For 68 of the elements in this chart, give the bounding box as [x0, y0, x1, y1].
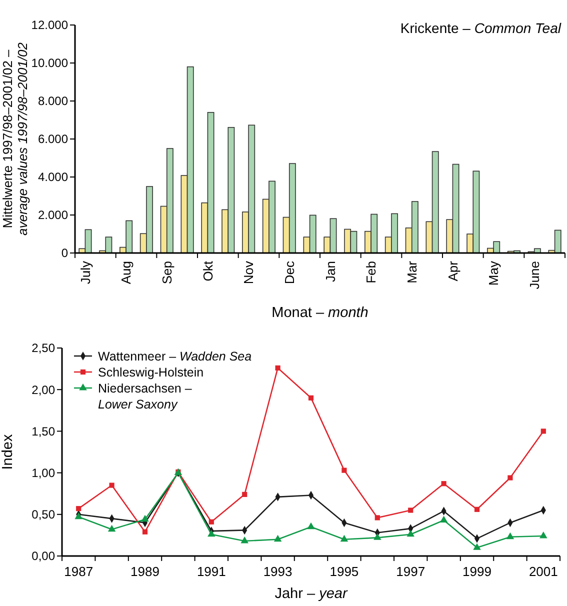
point — [506, 532, 514, 540]
x-tick-label: Nov — [241, 260, 256, 284]
x-tick-label: 1993 — [263, 564, 292, 579]
x-tick-label: Sep — [159, 261, 174, 284]
point — [275, 365, 280, 371]
x-tick-label: Feb — [364, 261, 379, 284]
x-tick-label: Dec — [282, 260, 297, 284]
point — [208, 530, 216, 537]
chart-title: Krickente – Common Teal — [400, 20, 562, 36]
legend-label: Schleswig-Holstein — [98, 366, 204, 380]
y-tick-label: 1,00 — [32, 466, 56, 480]
x-tick-label: Jan — [322, 261, 338, 282]
legend-label: Wattenmeer – Wadden Sea — [98, 350, 252, 364]
x-tick-label: 2001 — [528, 564, 558, 579]
y-tick-label: 12.000 — [31, 18, 68, 32]
point — [141, 514, 149, 522]
point — [76, 506, 82, 512]
point — [408, 508, 414, 513]
y-tick-label: 8.000 — [38, 94, 68, 108]
point — [274, 534, 282, 542]
x-tick-label: May — [486, 260, 502, 286]
y-tick-label: 2,00 — [32, 382, 56, 397]
x-tick-label: 1987 — [64, 564, 94, 579]
y-tick-label: 4.000 — [38, 170, 68, 184]
point — [108, 524, 116, 532]
point — [142, 529, 148, 534]
y-tick-label: 0,50 — [32, 508, 56, 522]
point — [340, 534, 348, 542]
x-tick-label: June — [526, 261, 542, 290]
legend-label: Niedersachsen – Lower Saxony — [98, 382, 196, 412]
point — [406, 530, 414, 537]
y-tick-label: 2,50 — [32, 341, 56, 356]
point — [474, 506, 480, 512]
point — [374, 515, 380, 520]
point — [242, 492, 248, 497]
y-axis-title: Index — [0, 434, 16, 470]
point — [307, 522, 315, 530]
x-axis-title: Monat – month — [272, 305, 368, 321]
x-tick-label: Okt — [200, 260, 216, 282]
x-tick-label: 1995 — [330, 564, 359, 579]
y-tick-label: 2.000 — [38, 208, 68, 222]
y-tick-label: 0,00 — [32, 549, 56, 564]
y-axis-title: Mittelwerte 1997/98–2001/02 – average values 1997/98–2001/02 — [0, 42, 30, 236]
point — [440, 516, 448, 522]
x-tick-label: 1997 — [396, 564, 426, 579]
point — [342, 468, 347, 473]
y-tick-label: 0 — [61, 246, 68, 260]
point — [308, 395, 314, 400]
y-tick-label: 6.000 — [38, 132, 68, 146]
point — [540, 532, 548, 538]
point — [374, 533, 382, 540]
point — [441, 481, 446, 486]
x-axis-title: Jahr – year — [274, 586, 348, 602]
point — [208, 519, 214, 524]
x-tick-label: 1999 — [462, 564, 492, 579]
point — [508, 475, 513, 480]
y-tick-label: 1,50 — [32, 424, 56, 438]
x-tick-label: Mar — [404, 260, 420, 284]
y-tick-label: 10.000 — [31, 56, 68, 70]
x-tick-label: 1991 — [196, 564, 226, 579]
point — [240, 536, 248, 544]
x-tick-label: Aug — [118, 261, 134, 284]
point — [473, 543, 481, 550]
x-tick-label: 1989 — [130, 564, 160, 579]
point — [109, 482, 114, 488]
point — [540, 428, 546, 434]
x-tick-label: Apr — [445, 260, 460, 282]
x-tick-label: July — [78, 260, 93, 284]
